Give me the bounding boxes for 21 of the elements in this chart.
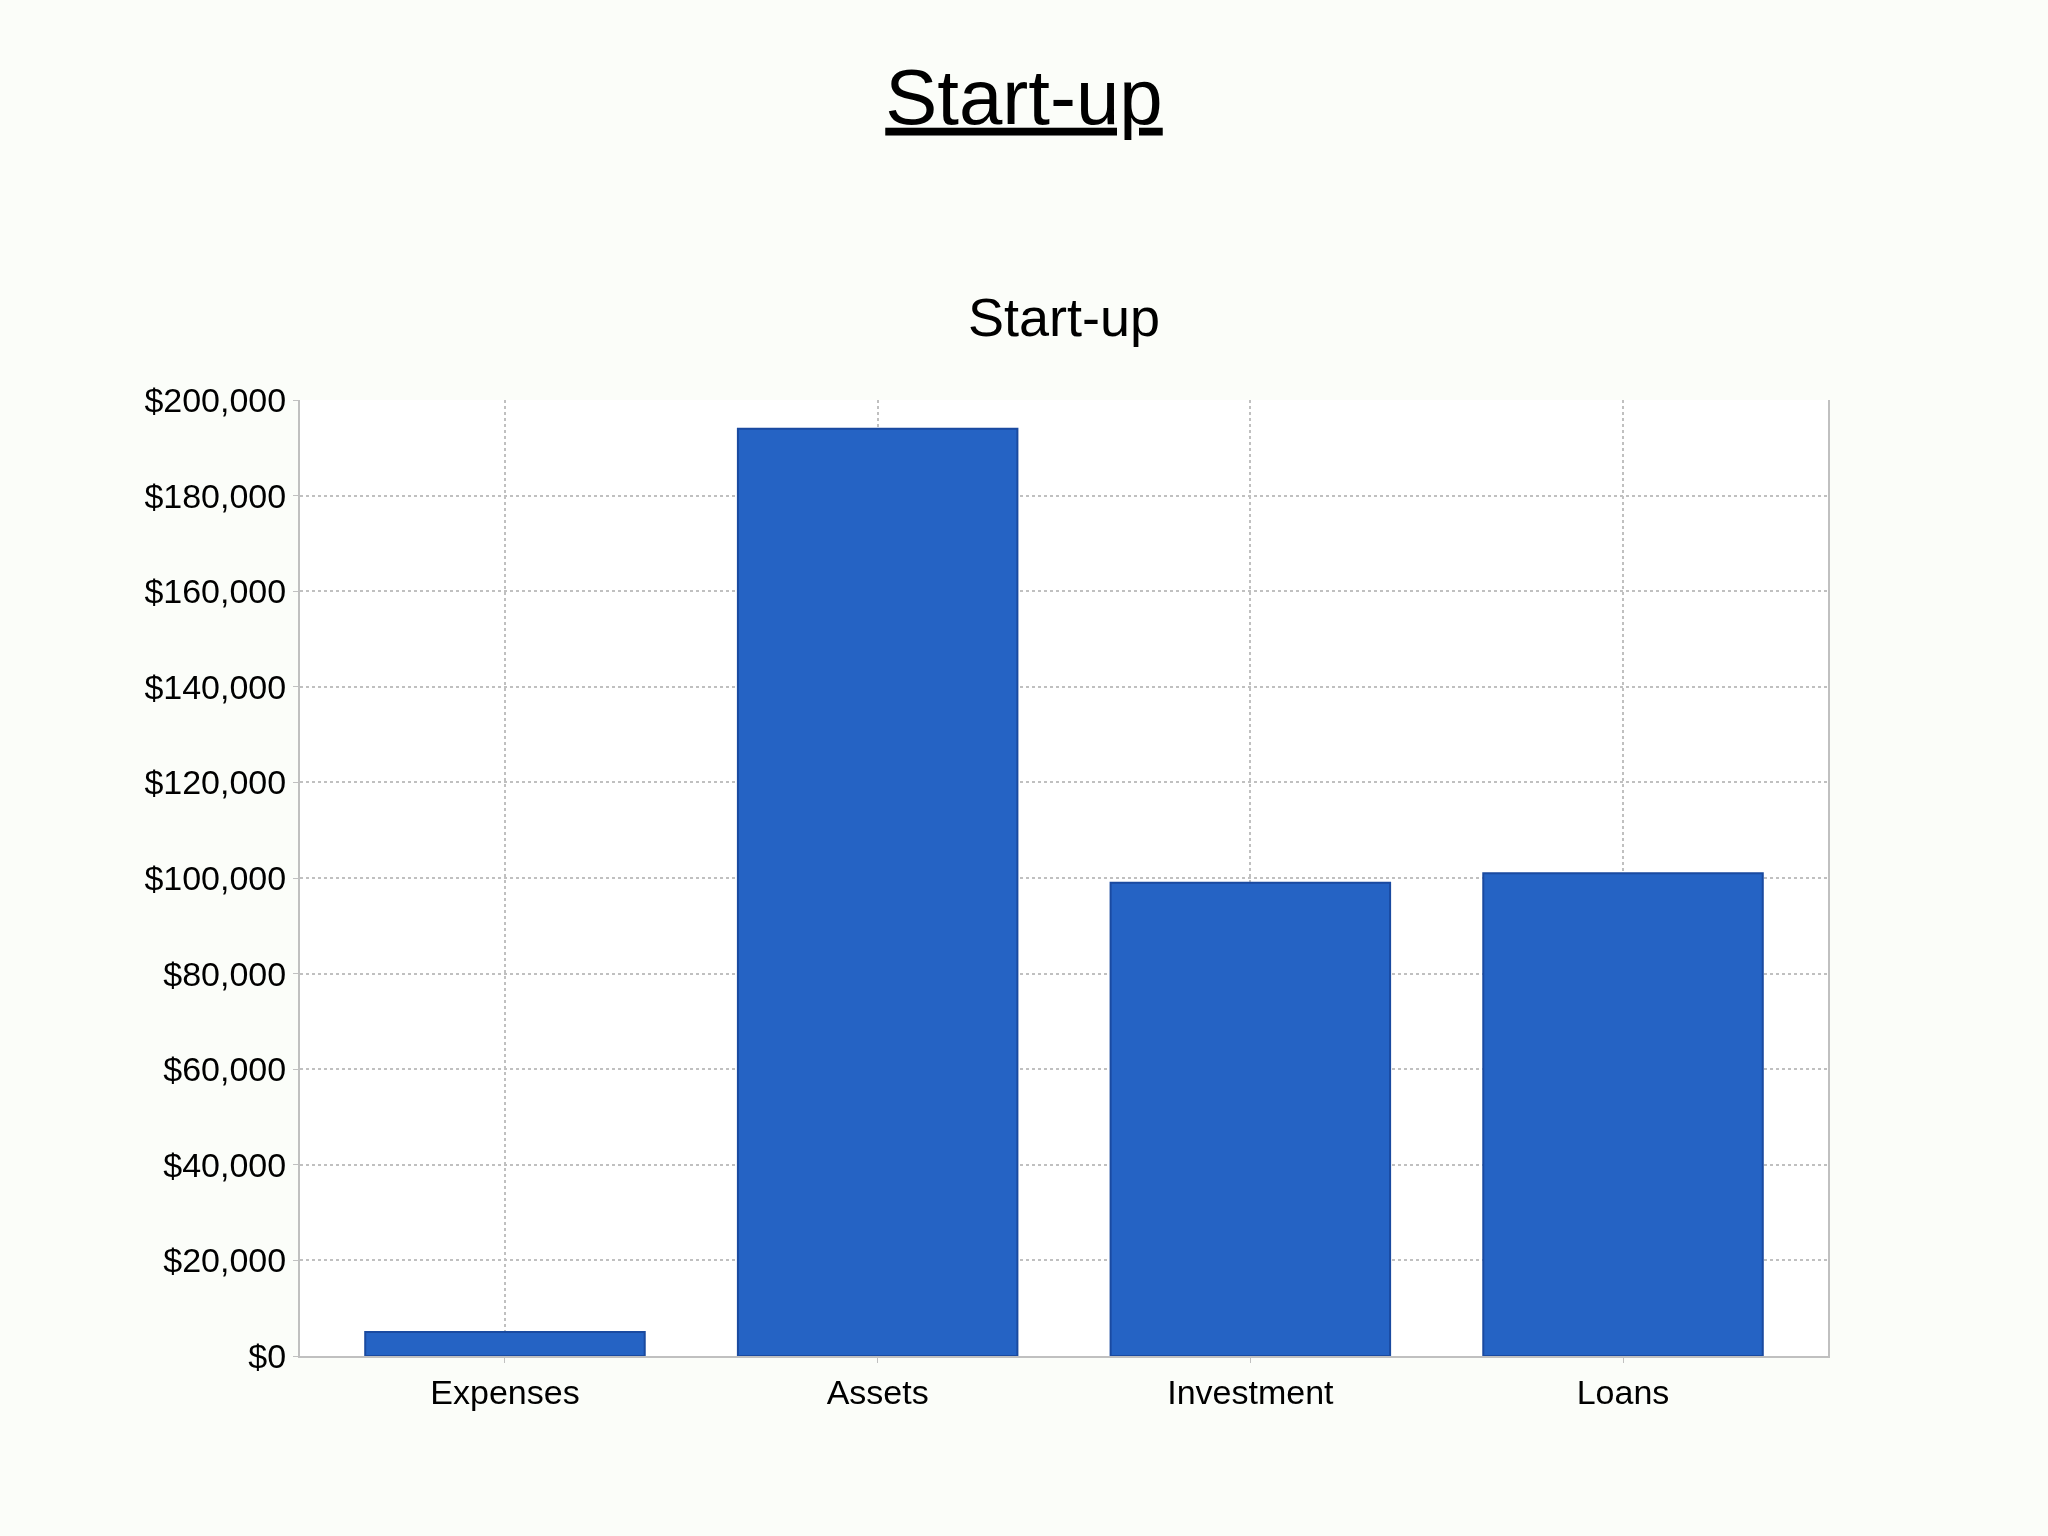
x-tick-label: Investment <box>1167 1372 1335 1411</box>
chart-title: Start-up <box>885 52 1163 141</box>
y-tick-label: $160,000 <box>144 572 287 611</box>
y-tick-label: $40,000 <box>163 1145 287 1184</box>
y-tick-label: $180,000 <box>144 476 287 515</box>
y-tick-label: $200,000 <box>144 380 287 419</box>
y-tick-label: $20,000 <box>163 1241 287 1280</box>
bar <box>364 1331 646 1356</box>
x-tick-label: Expenses <box>430 1372 580 1411</box>
y-tick-label: $140,000 <box>144 667 287 706</box>
y-tick-label: $120,000 <box>144 763 287 802</box>
y-tick-label: $100,000 <box>144 858 287 897</box>
y-tick-label: $80,000 <box>163 954 287 993</box>
y-tick-label: $60,000 <box>163 1050 287 1089</box>
bar <box>1482 872 1764 1356</box>
x-tick-label: Loans <box>1576 1372 1670 1411</box>
x-tick-label: Assets <box>826 1372 929 1411</box>
bar <box>1109 881 1392 1356</box>
y-tick-label: $0 <box>248 1336 287 1375</box>
bar <box>736 427 1019 1356</box>
chart-subtitle: Start-up <box>968 287 1161 347</box>
